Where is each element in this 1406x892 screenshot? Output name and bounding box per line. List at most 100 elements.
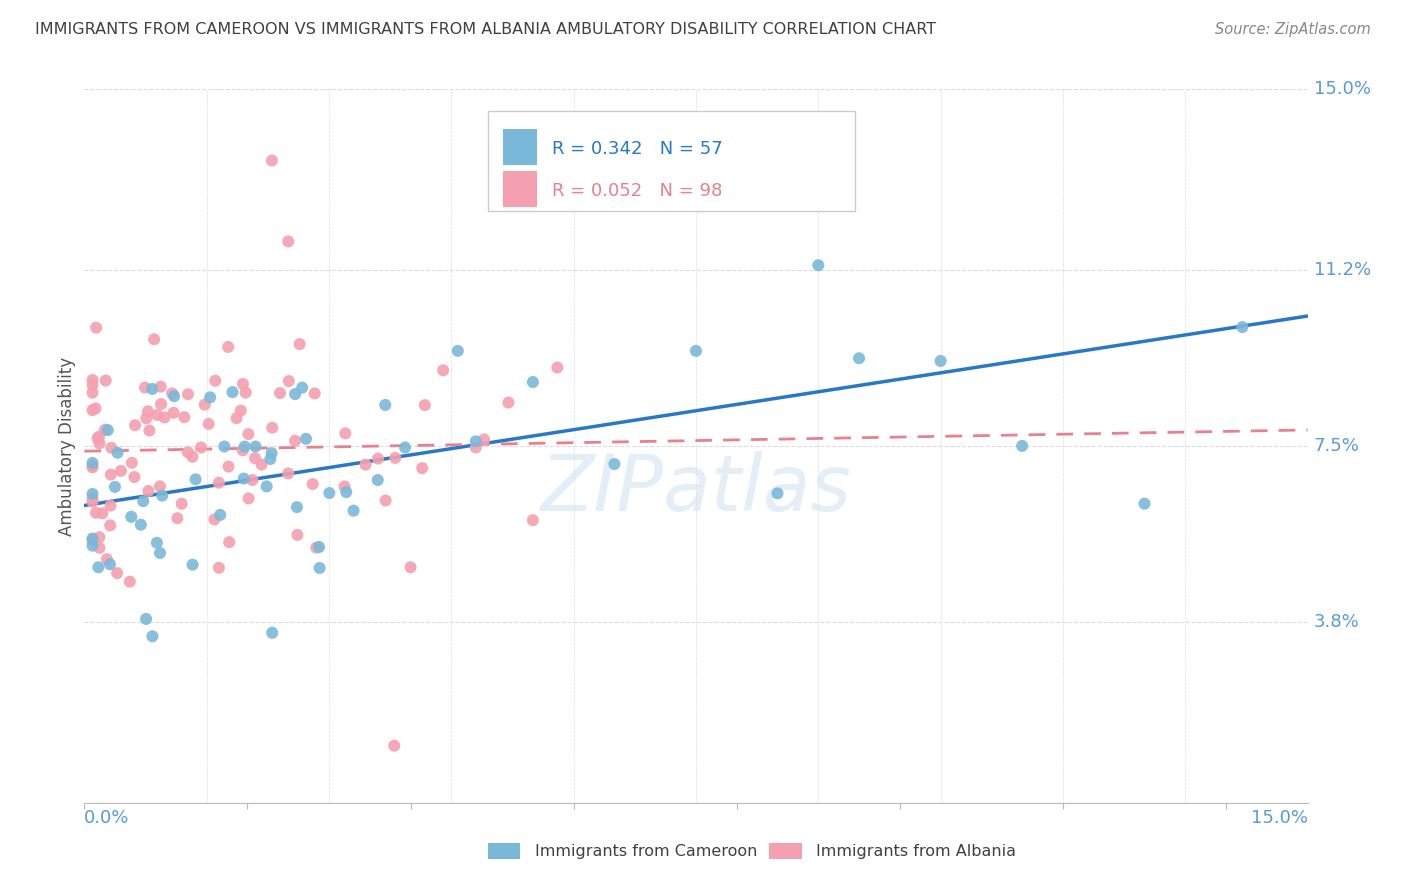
Point [335, 485, 357, 500]
Point [288, 337, 311, 351]
Point [238, 427, 260, 442]
Point [284, 434, 307, 448]
Point [146, 535, 169, 549]
Point [1011, 439, 1033, 453]
Point [135, 612, 157, 626]
Point [100, 467, 122, 482]
Point [163, 389, 186, 403]
Point [82, 487, 104, 501]
Point [82, 373, 104, 387]
Point [209, 508, 232, 522]
Point [295, 432, 318, 446]
Point [87, 560, 110, 574]
Point [807, 258, 830, 272]
Point [256, 479, 278, 493]
Point [162, 406, 184, 420]
Point [304, 386, 326, 401]
Y-axis label: Ambulatory Disability: Ambulatory Disability [58, 357, 76, 535]
Point [170, 497, 193, 511]
Point [110, 464, 132, 478]
Point [367, 473, 389, 487]
Point [89, 530, 111, 544]
Point [394, 441, 416, 455]
Point [411, 461, 433, 475]
Point [82, 539, 104, 553]
Point [107, 446, 129, 460]
Bar [503, 129, 537, 165]
Point [260, 153, 283, 168]
Point [149, 546, 172, 560]
Point [277, 235, 299, 249]
Point [146, 408, 169, 422]
Point [374, 398, 396, 412]
Point [685, 343, 707, 358]
Point [208, 475, 231, 490]
Point [208, 561, 231, 575]
Point [181, 450, 204, 464]
Point [141, 382, 163, 396]
Point [367, 451, 389, 466]
Point [291, 381, 314, 395]
Point [432, 363, 454, 377]
Point [447, 343, 470, 358]
Point [335, 426, 357, 441]
Point [150, 397, 173, 411]
Point [929, 354, 952, 368]
Point [262, 625, 284, 640]
Text: R = 0.052   N = 98: R = 0.052 N = 98 [551, 182, 723, 200]
Point [384, 450, 406, 465]
Point [94, 374, 117, 388]
Point [269, 386, 291, 401]
Point [202, 512, 225, 526]
Point [87, 430, 110, 444]
Point [243, 451, 266, 466]
Point [160, 386, 183, 401]
Point [124, 470, 146, 484]
Point [259, 452, 281, 467]
Point [260, 446, 283, 460]
Point [342, 504, 364, 518]
Point [194, 398, 217, 412]
Point [150, 489, 173, 503]
Point [138, 483, 160, 498]
Point [84, 320, 107, 334]
Point [285, 500, 308, 515]
Point [190, 441, 212, 455]
Text: 15.0%: 15.0% [1250, 808, 1308, 827]
Point [96, 552, 118, 566]
Point [82, 385, 104, 400]
Point [121, 456, 143, 470]
Point [84, 506, 107, 520]
FancyBboxPatch shape [488, 111, 855, 211]
Point [197, 417, 219, 431]
Point [232, 471, 254, 485]
Point [233, 440, 256, 454]
Point [166, 511, 188, 525]
Point [129, 517, 152, 532]
Point [333, 479, 356, 493]
Point [184, 472, 207, 486]
Point [82, 460, 104, 475]
Point [143, 332, 166, 346]
Point [232, 443, 254, 458]
Point [82, 532, 104, 546]
Text: 7.5%: 7.5% [1313, 437, 1360, 455]
Point [225, 411, 247, 425]
Point [238, 491, 260, 506]
Point [245, 440, 267, 454]
Point [235, 385, 257, 400]
Text: R = 0.342   N = 57: R = 0.342 N = 57 [551, 139, 723, 158]
Point [382, 739, 405, 753]
Point [374, 493, 396, 508]
Point [153, 410, 176, 425]
Point [766, 486, 789, 500]
Point [214, 440, 236, 454]
Point [100, 441, 122, 455]
Text: Immigrants from Cameroon: Immigrants from Cameroon [536, 844, 758, 859]
Point [136, 404, 159, 418]
Point [104, 480, 127, 494]
Point [89, 436, 111, 450]
Point [229, 403, 252, 417]
Point [82, 494, 104, 508]
Point [91, 507, 114, 521]
